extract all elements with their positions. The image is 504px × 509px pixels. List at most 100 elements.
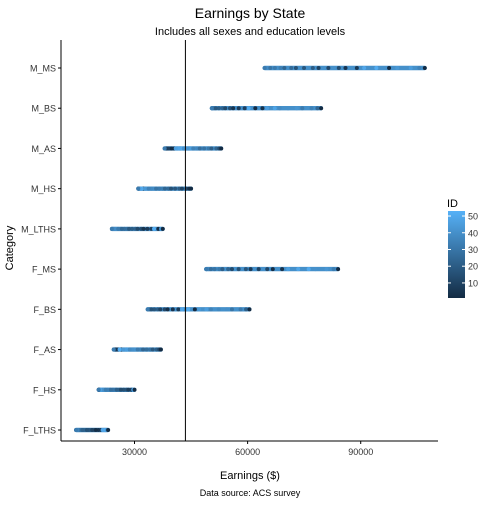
y-tick-label: F_LTHS — [23, 426, 56, 436]
data-point — [265, 267, 270, 272]
data-point — [253, 106, 258, 111]
data-point — [117, 347, 122, 352]
data-point — [242, 106, 247, 111]
data-point — [145, 307, 150, 312]
data-point — [228, 106, 233, 111]
data-point — [223, 106, 228, 111]
data-point — [374, 66, 379, 70]
y-axis-ticks: F_LTHS F_HS F_AS F_BS F_MS M_LTHS M_HS M_AS M_BS… — [21, 64, 61, 436]
data-point — [395, 66, 400, 70]
data-point — [173, 186, 178, 191]
data-point — [162, 186, 167, 191]
data-point — [280, 267, 285, 272]
data-point — [154, 186, 159, 191]
data-point — [189, 186, 194, 191]
data-point — [109, 226, 114, 231]
series-m-lths — [109, 226, 165, 232]
x-axis-ticks: 30000 60000 90000 — [122, 441, 373, 457]
data-point — [219, 146, 224, 151]
data-point — [343, 66, 348, 70]
legend-colorbar — [448, 211, 465, 298]
data-point — [208, 267, 213, 272]
data-point — [277, 106, 282, 111]
data-point — [185, 146, 190, 151]
data-point — [176, 307, 181, 312]
x-tick-label: 30000 — [122, 447, 147, 457]
data-point — [268, 66, 273, 70]
data-point — [294, 106, 299, 111]
data-point — [310, 66, 315, 70]
data-point — [118, 387, 123, 392]
data-point — [422, 66, 427, 70]
data-point — [192, 307, 197, 312]
data-point — [132, 387, 137, 392]
data-point — [243, 267, 248, 272]
data-point — [141, 226, 146, 231]
data-point — [136, 186, 141, 191]
data-point — [103, 387, 108, 392]
chart-title: Earnings by State — [195, 5, 306, 21]
data-point — [248, 267, 253, 272]
data-point — [179, 307, 184, 312]
data-point — [331, 267, 336, 272]
data-point — [145, 226, 150, 231]
data-point — [265, 106, 270, 111]
data-point — [260, 106, 265, 111]
y-tick-label: F_AS — [33, 345, 56, 355]
data-point — [278, 66, 283, 70]
series-f-lths — [74, 427, 111, 433]
data-point — [186, 307, 191, 312]
data-point — [289, 66, 294, 70]
data-point — [417, 66, 422, 70]
chart-subtitle: Includes all sexes and education levels — [155, 26, 346, 38]
data-point — [272, 106, 277, 111]
y-tick-label: M_AS — [31, 144, 56, 154]
data-point — [135, 226, 140, 231]
data-point — [135, 347, 140, 352]
data-point — [130, 347, 135, 352]
data-point — [324, 267, 329, 272]
data-point — [315, 106, 320, 111]
data-point — [244, 307, 249, 312]
data-point — [170, 307, 175, 312]
data-point — [173, 146, 178, 151]
legend-tick-label: 40 — [468, 228, 478, 238]
series-f-as — [111, 347, 163, 352]
x-tick-label: 90000 — [348, 447, 373, 457]
data-point — [114, 387, 119, 392]
data-point — [226, 267, 231, 272]
data-point — [213, 106, 218, 111]
y-axis-label: Category — [4, 225, 16, 270]
data-point — [144, 347, 149, 352]
data-point — [141, 347, 146, 352]
data-point — [202, 146, 207, 151]
legend-ticks: 10 20 30 40 50 — [448, 212, 478, 288]
data-point — [408, 66, 413, 70]
data-point — [306, 267, 311, 272]
series-f-ms — [204, 266, 341, 272]
series-m-as — [162, 146, 224, 151]
data-point — [146, 186, 151, 191]
data-point — [126, 387, 131, 392]
data-point — [231, 106, 236, 111]
data-point — [149, 307, 154, 312]
series-m-hs — [136, 186, 194, 191]
data-point — [326, 66, 331, 70]
legend-title: ID — [447, 198, 458, 210]
data-point — [209, 146, 214, 151]
data-point — [336, 66, 341, 70]
data-point — [119, 226, 124, 231]
y-tick-label: F_HS — [33, 385, 56, 395]
data-point — [191, 146, 196, 151]
data-point — [127, 226, 132, 231]
data-point — [214, 146, 219, 151]
data-point — [270, 267, 275, 272]
data-point — [80, 428, 85, 432]
y-tick-label: F_MS — [32, 265, 56, 275]
data-point — [256, 267, 261, 272]
series-f-hs — [96, 387, 137, 392]
data-point — [204, 307, 209, 312]
data-point — [238, 307, 243, 312]
series-m-bs — [209, 106, 324, 111]
